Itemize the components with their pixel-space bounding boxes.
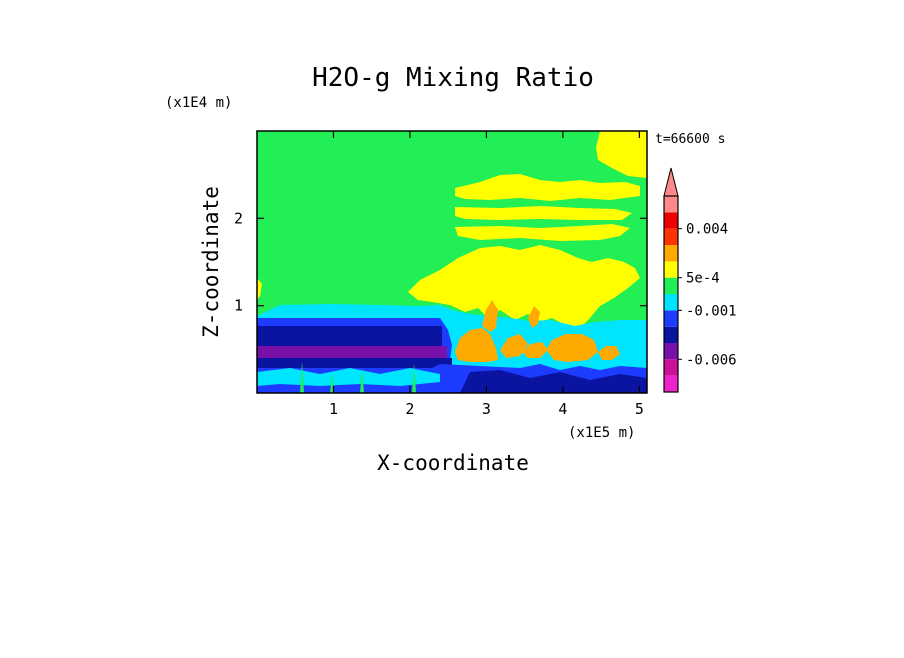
core-6 (598, 346, 620, 360)
colorbar-swatch (664, 310, 678, 327)
core-1 (455, 328, 498, 362)
layer-surface-cyan (257, 368, 440, 386)
x-axis-label: X-coordinate (377, 451, 529, 475)
colorbar-swatch (664, 294, 678, 311)
y-tick-label: 1 (234, 297, 243, 315)
feature-upper-band-1 (455, 174, 640, 201)
x-tick-label: 3 (482, 400, 491, 418)
core-2 (482, 300, 498, 332)
feature-upper-band-2 (455, 206, 632, 220)
layer-dry-4 (257, 358, 452, 368)
chart-title: H2O-g Mixing Ratio (312, 63, 594, 93)
colorbar-swatch (664, 228, 678, 245)
colorbar-swatch (664, 359, 678, 376)
plot-frame (256, 130, 648, 394)
y-scale-label: (x1E4 m) (165, 95, 232, 111)
colorbar: 0.004 5e-4 -0.001 -0.006 (663, 167, 737, 393)
x-ticks: 1 2 3 4 5 (329, 131, 644, 418)
core-3 (500, 334, 528, 358)
colorbar-label: 5e-4 (686, 271, 720, 287)
colorbar-swatch (664, 245, 678, 262)
colorbar-label: -0.006 (686, 352, 737, 368)
core-4 (522, 342, 548, 358)
feature-anvil (408, 245, 640, 330)
x-tick-label: 2 (405, 400, 414, 418)
feature-left-edge (257, 278, 262, 300)
colorbar-swatch (664, 326, 678, 343)
colorbar-swatch (664, 375, 678, 392)
core-7 (528, 306, 540, 328)
time-label: t=66600 s (655, 132, 725, 147)
core-5 (546, 334, 598, 362)
x-tick-label: 4 (558, 400, 567, 418)
feature-upper-band-3 (455, 224, 630, 241)
colorbar-label: -0.001 (686, 303, 737, 319)
x-scale-label: (x1E5 m) (568, 425, 635, 441)
colorbar-swatch (664, 261, 678, 278)
x-tick-label: 1 (329, 400, 338, 418)
layer-surface-navy (460, 370, 647, 393)
y-ticks: 12 (234, 209, 647, 315)
layer-dry-3 (257, 346, 447, 358)
feature-upper-right-cap (596, 131, 647, 178)
y-tick-label: 2 (234, 209, 243, 227)
colorbar-extend-arrow (663, 167, 679, 197)
layer-dry-2 (257, 326, 442, 348)
colorbar-swatch (664, 196, 678, 213)
colorbar-label: 0.004 (686, 222, 728, 238)
x-tick-label: 5 (635, 400, 644, 418)
colorbar-frame (663, 195, 679, 393)
colorbar-swatch (664, 277, 678, 294)
y-axis-label: Z-coordinate (199, 186, 223, 338)
contour-field (257, 131, 647, 393)
colorbar-swatch (664, 343, 678, 360)
colorbar-swatch (664, 212, 678, 229)
